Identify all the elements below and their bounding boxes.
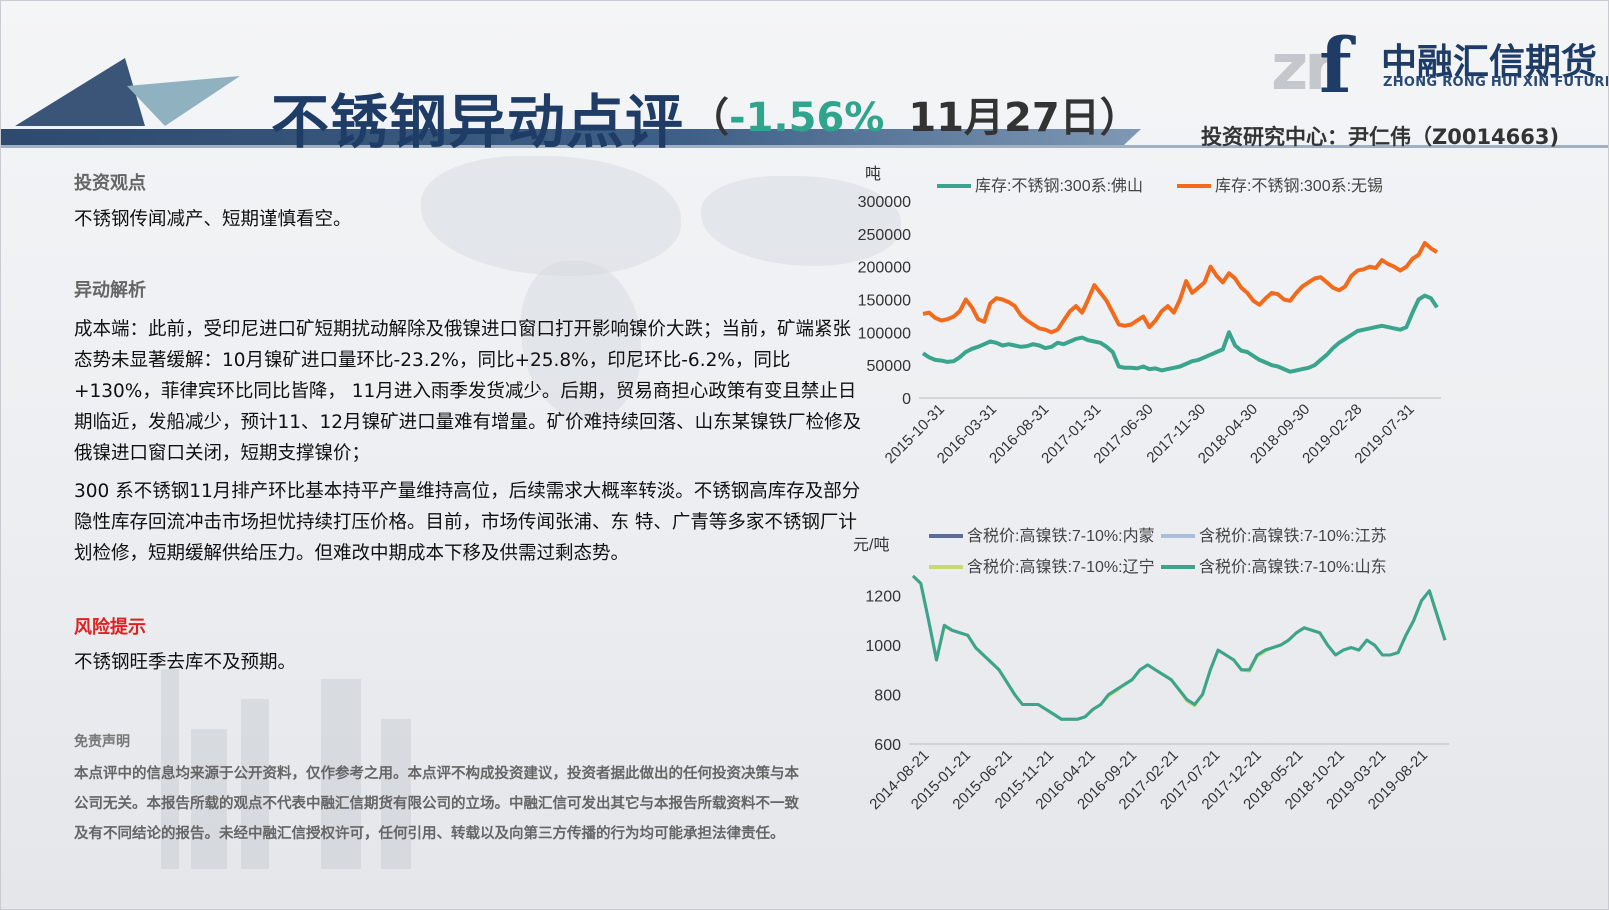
author-line: 投资研究中心：尹仁伟（Z0014663) (1201, 125, 1560, 149)
legend-label: 含税价:高镍铁:7-10%:内蒙 (967, 527, 1155, 545)
series-line-4 (911, 574, 1447, 721)
series-line-2 (911, 574, 1447, 721)
background-skyline (381, 719, 411, 869)
header-divider (1, 145, 1608, 148)
legend-label: 库存:不锈钢:300系:佛山 (975, 177, 1143, 195)
y-axis-label: 元/吨 (853, 536, 889, 554)
analysis-paragraph-1: 成本端：此前，受印尼进口矿短期扰动解除及俄镍进口窗口打开影响镍价大跌；当前，矿端… (74, 319, 862, 464)
y-tick-label: 200000 (858, 260, 911, 277)
title-paren-open: （ (689, 95, 729, 141)
background-skyline (321, 679, 361, 869)
series-line-3 (911, 574, 1447, 721)
analysis-paragraph-2: 300 系不锈钢11月排产环比基本持平产量维持高位，后续需求大概率转淡。不锈钢高… (74, 481, 861, 564)
risk-heading: 风险提示 (74, 617, 146, 638)
view-text: 不锈钢传闻减产、短期谨慎看空。 (74, 209, 352, 230)
legend-label: 含税价:高镍铁:7-10%:江苏 (1199, 527, 1387, 545)
series-line-1 (921, 293, 1439, 374)
logo-name-cn: 中融汇信期货 (1381, 42, 1598, 83)
nickel-pig-iron-price-chart: 元/吨120010008006002014-08-212015-01-21201… (853, 527, 1449, 813)
y-tick-label: 250000 (858, 227, 911, 244)
y-tick-label: 1200 (865, 589, 901, 606)
y-tick-label: 300000 (858, 194, 911, 211)
series-line-1 (911, 574, 1447, 721)
background-skyline (191, 729, 227, 869)
background-skyline (241, 699, 269, 869)
risk-text: 不锈钢旺季去库不及预期。 (74, 652, 297, 673)
y-tick-label: 800 (874, 688, 901, 705)
y-axis-label: 吨 (865, 165, 881, 183)
title-change-date: （-1.56% 11月27日） (689, 85, 1140, 143)
analysis-heading: 异动解析 (74, 280, 146, 301)
page-title: 不锈钢异动点评 (271, 88, 685, 156)
inventory-line-chart: 吨300000250000200000150000100000500000201… (858, 165, 1441, 467)
y-tick-label: 600 (874, 737, 901, 754)
report-date: 11月27日 (908, 95, 1100, 141)
title-paren-close: ） (1099, 95, 1140, 141)
background-map-shape (421, 156, 681, 276)
disclaimer-heading: 免责声明 (74, 734, 130, 750)
y-tick-label: 0 (902, 391, 911, 408)
y-tick-label: 150000 (858, 293, 911, 310)
logo-name-en: ZHONG RONG HUI XIN FUTURES (1383, 75, 1609, 90)
background-map-shape (701, 176, 901, 266)
logo-mark-letters: zr (1271, 31, 1336, 105)
legend-label: 含税价:高镍铁:7-10%:辽宁 (967, 558, 1155, 576)
y-tick-label: 50000 (867, 358, 912, 375)
logo-mark-f: f (1319, 21, 1352, 110)
header-triangle-decoration (15, 58, 240, 126)
y-tick-label: 1000 (865, 638, 901, 655)
legend-label: 库存:不锈钢:300系:无锡 (1215, 177, 1383, 195)
view-heading: 投资观点 (74, 173, 146, 194)
background-skyline (161, 669, 179, 869)
disclaimer-text: 本点评中的信息均来源于公开资料，仅作参考之用。本点评不构成投资建议，投资者据此做… (74, 766, 799, 842)
header-band (1, 129, 1141, 145)
background-map-shape (521, 261, 641, 421)
y-tick-label: 100000 (858, 325, 911, 342)
series-line-2 (922, 241, 1439, 335)
legend-label: 含税价:高镍铁:7-10%:山东 (1199, 558, 1387, 576)
price-change: -1.56% (729, 95, 885, 141)
